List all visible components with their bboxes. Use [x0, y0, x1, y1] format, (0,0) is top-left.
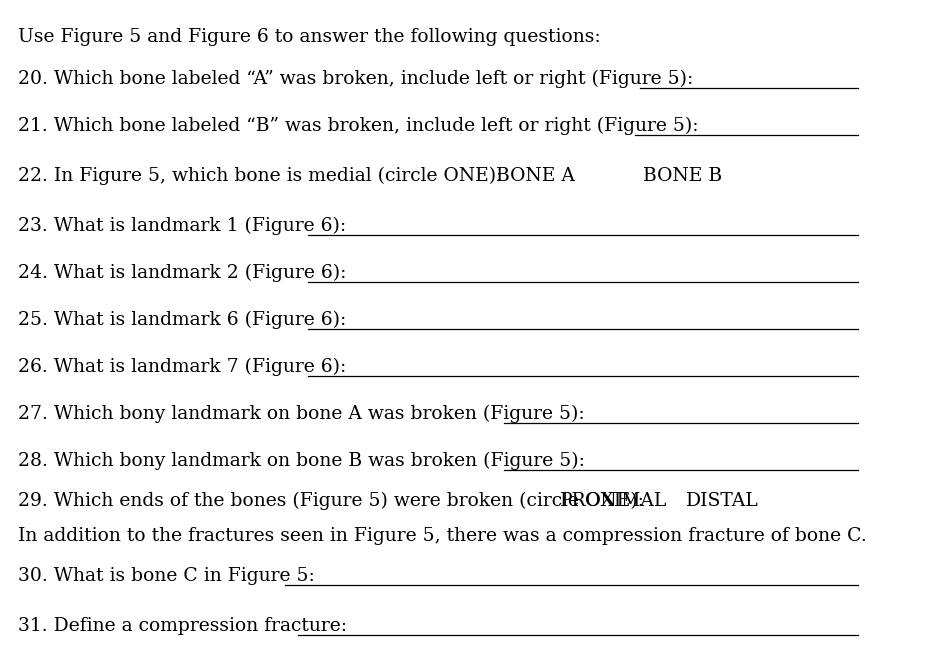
Text: PROXIMAL: PROXIMAL	[560, 492, 667, 510]
Text: 31. Define a compression fracture:: 31. Define a compression fracture:	[18, 617, 347, 635]
Text: 26. What is landmark 7 (Figure 6):: 26. What is landmark 7 (Figure 6):	[18, 358, 347, 376]
Text: BONE A: BONE A	[496, 167, 575, 185]
Text: 22. In Figure 5, which bone is medial (circle ONE):: 22. In Figure 5, which bone is medial (c…	[18, 167, 502, 185]
Text: 25. What is landmark 6 (Figure 6):: 25. What is landmark 6 (Figure 6):	[18, 311, 347, 329]
Text: 29. Which ends of the bones (Figure 5) were broken (circle ONE):: 29. Which ends of the bones (Figure 5) w…	[18, 492, 644, 510]
Text: 24. What is landmark 2 (Figure 6):: 24. What is landmark 2 (Figure 6):	[18, 264, 347, 282]
Text: 20. Which bone labeled “A” was broken, include left or right (Figure 5):: 20. Which bone labeled “A” was broken, i…	[18, 70, 693, 88]
Text: 21. Which bone labeled “B” was broken, include left or right (Figure 5):: 21. Which bone labeled “B” was broken, i…	[18, 117, 699, 135]
Text: In addition to the fractures seen in Figure 5, there was a compression fracture : In addition to the fractures seen in Fig…	[18, 527, 867, 545]
Text: 28. Which bony landmark on bone B was broken (Figure 5):: 28. Which bony landmark on bone B was br…	[18, 452, 585, 470]
Text: Use Figure 5 and Figure 6 to answer the following questions:: Use Figure 5 and Figure 6 to answer the …	[18, 28, 601, 46]
Text: 30. What is bone C in Figure 5:: 30. What is bone C in Figure 5:	[18, 567, 315, 585]
Text: 23. What is landmark 1 (Figure 6):: 23. What is landmark 1 (Figure 6):	[18, 217, 346, 235]
Text: 27. Which bony landmark on bone A was broken (Figure 5):: 27. Which bony landmark on bone A was br…	[18, 405, 585, 423]
Text: BONE B: BONE B	[643, 167, 722, 185]
Text: DISTAL: DISTAL	[686, 492, 759, 510]
